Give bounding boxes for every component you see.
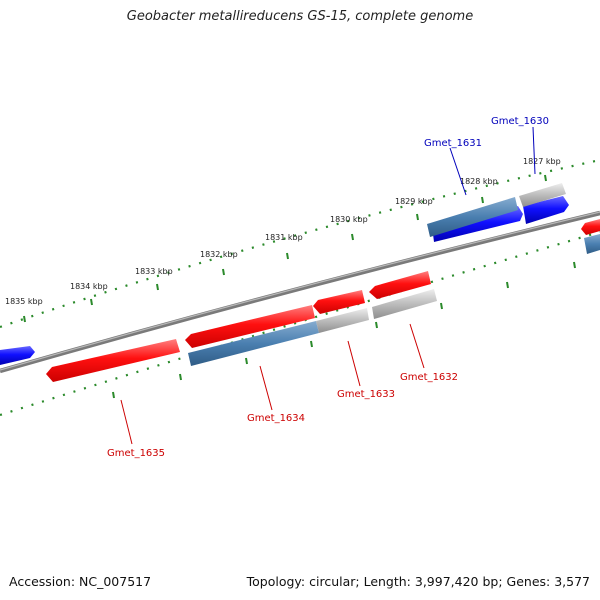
map-title: Geobacter metallireducens GS-15, complet… bbox=[126, 9, 474, 24]
kbp-labels: 1827 kbp 1828 kbp 1829 kbp 1830 kbp 1831… bbox=[5, 157, 561, 306]
feature-reverse-gmet-1632[interactable] bbox=[372, 289, 437, 319]
gene-label-gmet-1635[interactable]: Gmet_1635 bbox=[107, 448, 165, 459]
gene-reverse-right-edge[interactable] bbox=[581, 219, 600, 235]
feature-forward-gmet-1630[interactable] bbox=[519, 183, 566, 207]
inner-ruler-dots bbox=[0, 230, 600, 417]
gene-label-gmet-1632[interactable]: Gmet_1632 bbox=[400, 372, 458, 383]
feature-reverse-gmet-1634[interactable] bbox=[188, 321, 319, 366]
gene-label-gmet-1633[interactable]: Gmet_1633 bbox=[337, 389, 395, 400]
accession-text: Accession: NC_007517 bbox=[9, 574, 152, 589]
kbp-label-1834: 1834 kbp bbox=[70, 282, 108, 291]
gene-reverse-gmet-1634[interactable] bbox=[185, 305, 315, 348]
gene-reverse-gmet-1635[interactable] bbox=[46, 339, 180, 382]
kbp-label-1830: 1830 kbp bbox=[330, 215, 368, 224]
kbp-label-1831: 1831 kbp bbox=[265, 233, 303, 242]
kbp-label-1832: 1832 kbp bbox=[200, 250, 238, 259]
genome-summary-text: Topology: circular; Length: 3,997,420 bp… bbox=[246, 574, 590, 589]
gene-label-gmet-1630[interactable]: Gmet_1630 bbox=[491, 116, 549, 127]
gene-label-gmet-1634[interactable]: Gmet_1634 bbox=[247, 413, 305, 424]
gene-reverse-gmet-1632[interactable] bbox=[369, 271, 431, 299]
outer-ruler-dots bbox=[0, 158, 600, 329]
gene-forward-gmet-1630[interactable] bbox=[523, 196, 569, 224]
gene-reverse-gmet-1633[interactable] bbox=[313, 290, 365, 314]
gene-leader-lines bbox=[120, 126, 536, 445]
feature-reverse-gmet-1633[interactable] bbox=[316, 308, 369, 333]
gene-forward-right-edge[interactable] bbox=[584, 234, 600, 254]
genome-backbone-highlight bbox=[0, 211, 600, 371]
outer-ruler-ticks bbox=[23, 174, 547, 323]
kbp-label-1829: 1829 kbp bbox=[395, 197, 433, 206]
kbp-label-1827: 1827 kbp bbox=[523, 157, 561, 166]
kbp-label-1835: 1835 kbp bbox=[5, 297, 43, 306]
inner-ruler-ticks bbox=[112, 261, 576, 399]
kbp-label-1828: 1828 kbp bbox=[460, 177, 498, 186]
gene-forward-left-edge[interactable] bbox=[0, 346, 35, 365]
kbp-label-1833: 1833 kbp bbox=[135, 267, 173, 276]
genome-backbone bbox=[0, 210, 600, 374]
feature-forward-gmet-1631[interactable] bbox=[427, 197, 518, 237]
gene-label-gmet-1631[interactable]: Gmet_1631 bbox=[424, 138, 482, 149]
